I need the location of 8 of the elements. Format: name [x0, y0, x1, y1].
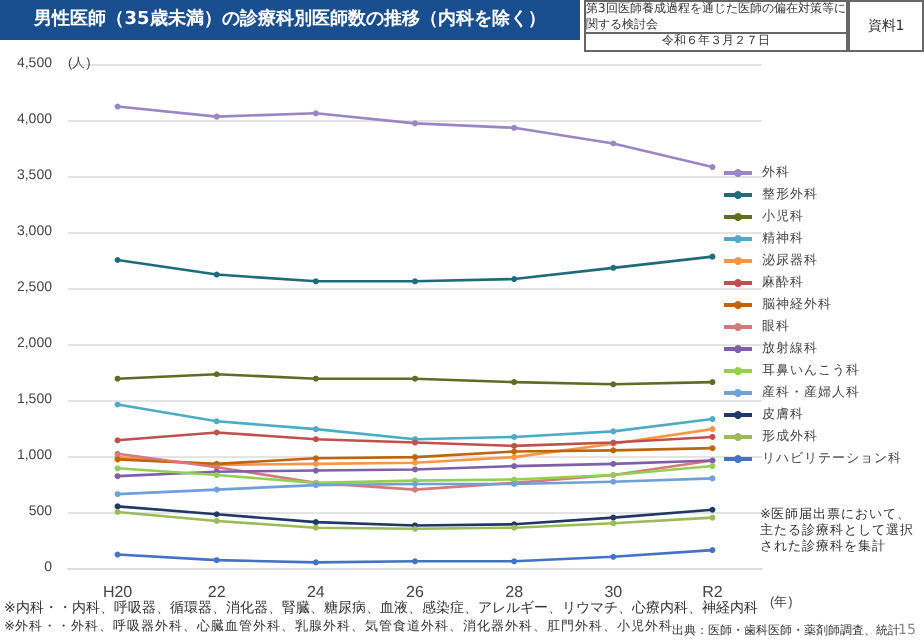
x-tick-label: R2 [702, 583, 724, 601]
x-tick-label: 24 [306, 583, 326, 601]
x-tick-label: 28 [505, 583, 525, 601]
x-tick-label: 30 [604, 583, 624, 601]
chart-title: 男性医師（35歳未満）の診療科別医師数の推移（内科を除く） [0, 0, 580, 40]
x-tick-label: H20 [102, 583, 134, 601]
x-tick-label: 26 [406, 583, 425, 601]
x-tick-label: 22 [207, 583, 227, 601]
